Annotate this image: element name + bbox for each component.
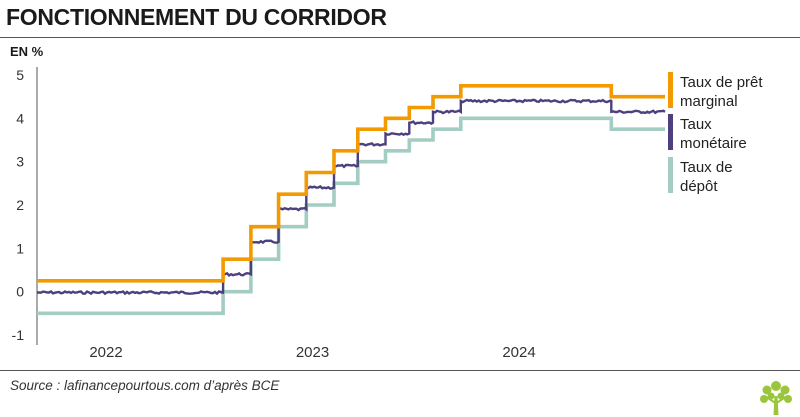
legend-label: dépôt (680, 178, 718, 195)
legend-swatch (668, 72, 673, 108)
legend-swatch (668, 114, 673, 150)
source-note: Source : lafinancepourtous.com d’après B… (10, 378, 280, 393)
legend-label: Taux de (680, 159, 733, 176)
tree-logo-icon (760, 381, 792, 415)
legend-swatch (668, 157, 673, 193)
series-lines (37, 84, 666, 316)
y-tick-label: 4 (16, 110, 24, 126)
legend-label: marginal (680, 93, 738, 110)
y-tick-label: 3 (16, 154, 24, 170)
legend-label: monétaire (680, 135, 747, 152)
x-tick-label: 2024 (502, 344, 535, 361)
y-tick-label: 2 (16, 197, 24, 213)
x-tick-label: 2022 (89, 344, 122, 361)
legend-label: Taux (680, 116, 712, 133)
legend-label: Taux de prêt (680, 74, 763, 91)
y-tick-label: -1 (12, 327, 25, 343)
x-tick-label: 2023 (296, 344, 329, 361)
legend: Taux de prêt marginal Taux monétaire Taux de… (668, 72, 763, 195)
y-tick-label: 1 (16, 240, 24, 256)
axes: -1 0 1 2 3 4 5 2022 2023 2024 (12, 67, 536, 361)
chart-title: FONCTIONNEMENT DU CORRIDOR (6, 4, 387, 30)
header-divider (0, 37, 800, 38)
corridor-chart: -1 0 1 2 3 4 5 2022 2023 2024 Taux de prêt margina… (12, 67, 763, 361)
series-line-marginal (37, 84, 665, 283)
y-axis-unit: EN % (10, 44, 44, 59)
footer-divider (0, 370, 800, 371)
y-tick-label: 0 (16, 284, 24, 300)
series-line-depot (37, 116, 665, 316)
series-line-monetaire (37, 98, 666, 296)
y-tick-label: 5 (16, 67, 24, 83)
